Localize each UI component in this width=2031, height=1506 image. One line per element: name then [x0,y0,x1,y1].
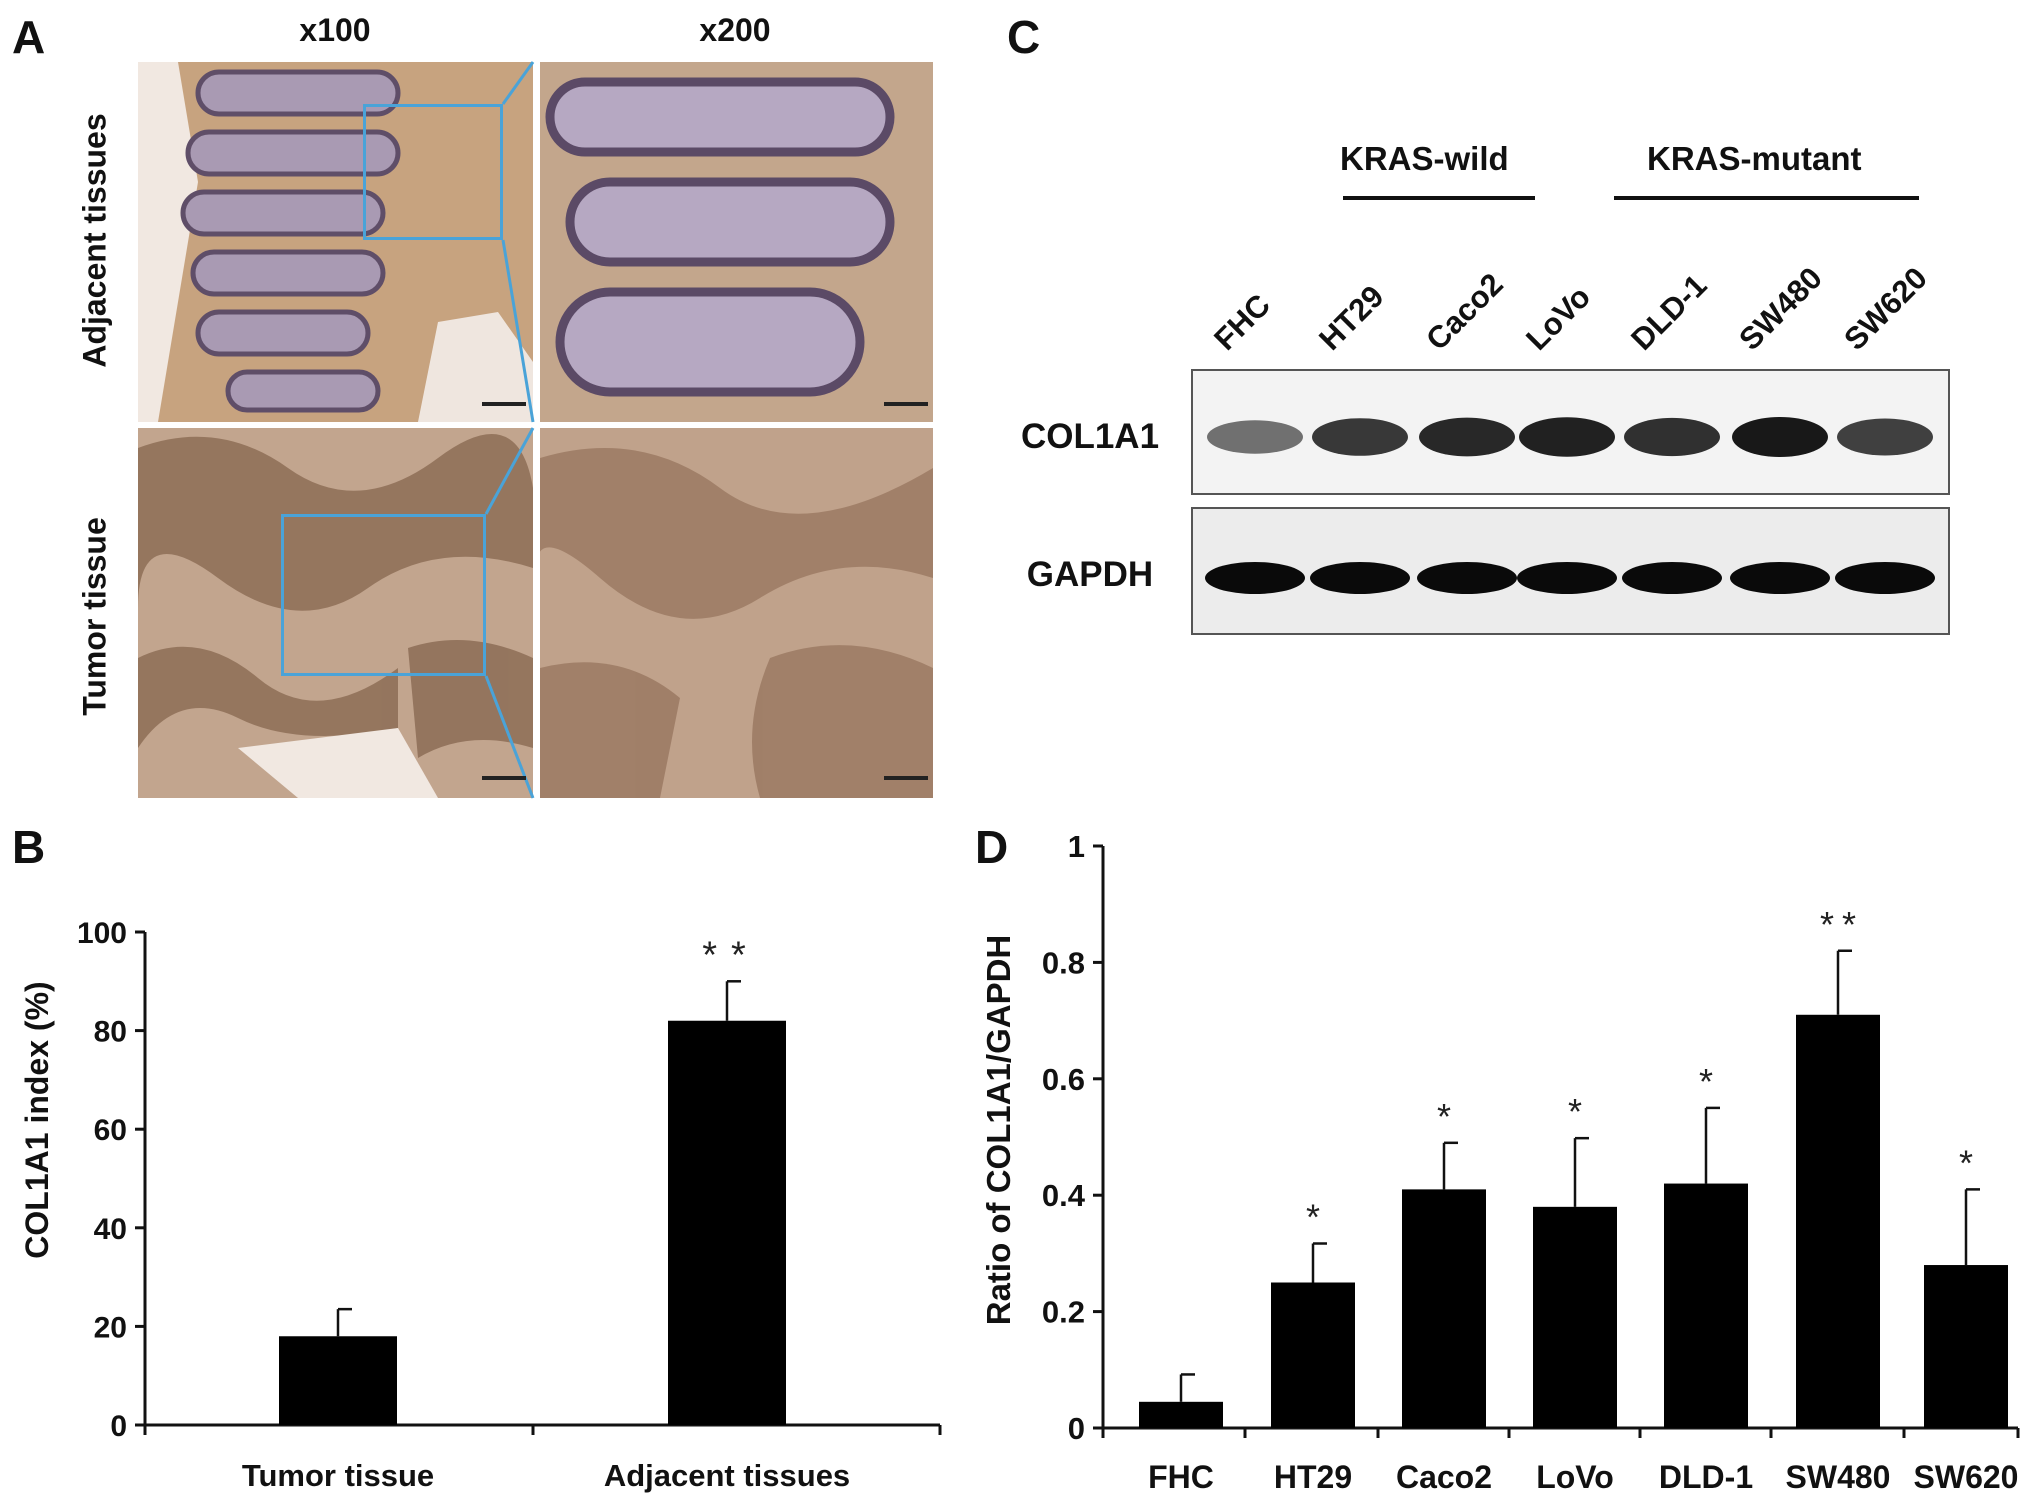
chart-d-category-label: DLD-1 [1659,1459,1753,1495]
scale-bar [482,402,526,406]
chart-d-y-tick-label: 0.6 [1042,1062,1085,1097]
chart-d-significance: * [1959,1142,1981,1183]
blot-label-gapdh: GAPDH [1027,555,1153,594]
chart-d-bar [1402,1189,1486,1428]
magnification-label-x100: x100 [299,12,371,48]
zoom-box-tumor [281,514,486,676]
band-col1a1 [1419,417,1515,457]
chart-b-y-tick-label: 60 [94,1114,127,1147]
zoom-box-adjacent [363,104,503,240]
chart-b-y-tick-label: 20 [94,1311,127,1344]
band-col1a1 [1207,420,1303,454]
chart-d-y-tick-label: 1 [1068,829,1085,864]
band-col1a1 [1312,418,1408,456]
chart-d-significance: * [1699,1061,1721,1102]
chart-d-category-label: SW480 [1786,1459,1891,1495]
chart-d-category-label: Caco2 [1396,1459,1492,1495]
band-col1a1 [1837,418,1933,456]
band-gapdh [1417,562,1517,594]
band-gapdh [1622,562,1722,594]
chart-d-y-tick-label: 0.8 [1042,945,1085,980]
chart-d-significance: * [1568,1091,1590,1132]
micrograph-tumor-x100 [138,428,533,798]
chart-b-y-tick-label: 0 [110,1410,127,1443]
band-col1a1 [1732,417,1828,457]
chart-b-y-tick-label: 80 [94,1016,127,1049]
chart-d-y-tick-label: 0.2 [1042,1295,1085,1330]
chart-d-y-tick-label: 0.4 [1042,1178,1086,1213]
band-gapdh [1730,562,1830,594]
scale-bar [884,402,928,406]
band-gapdh [1517,562,1617,594]
chart-b-significance: ** [702,934,760,976]
chart-b-bar [279,1336,397,1425]
micrograph-adjacent-x100 [138,62,533,422]
chart-d-category-label: HT29 [1274,1459,1352,1495]
scale-bar [482,776,526,780]
band-col1a1 [1624,417,1720,457]
panel-letter-c: C [1007,11,1041,63]
chart-d-bar [1796,1014,1880,1428]
band-gapdh [1835,562,1935,594]
scale-bar [884,776,928,780]
chart-d-category-label: FHC [1148,1459,1214,1495]
band-col1a1 [1519,417,1615,457]
chart-b-category-label: Tumor tissue [242,1458,434,1493]
chart-b-bar [668,1020,786,1425]
chart-b-category-label: Adjacent tissues [604,1458,850,1493]
chart-d-significance: * [1306,1197,1328,1238]
chart-d-category-label: SW620 [1914,1459,2019,1495]
band-gapdh [1205,562,1305,594]
chart-d-significance: ** [1820,904,1864,945]
chart-d-bar [1924,1265,2008,1428]
micrograph-tumor-x200 [540,428,933,798]
chart-d-bar [1139,1401,1223,1428]
chart-b-y-tick-label: 40 [94,1213,127,1246]
chart-d-bar [1271,1282,1355,1428]
group-label-kras-mutant: KRAS-mutant [1647,140,1862,177]
chart-d-category-label: LoVo [1536,1459,1614,1495]
group-line-kras-mutant [1614,196,1919,200]
chart-d-y-tick-label: 0 [1068,1411,1085,1446]
micrograph-adjacent-x200 [540,62,933,422]
band-gapdh [1310,562,1410,594]
chart-d-bar [1664,1183,1748,1428]
group-label-kras-wild: KRAS-wild [1340,140,1509,177]
chart-d-y-axis-label: Ratio of COL1A1/GAPDH [980,935,1017,1326]
chart-d-bar [1533,1206,1617,1428]
panel-letter-d: D [975,821,1009,873]
panel-letter-b: B [12,821,46,873]
panel-letter-a: A [12,11,46,63]
blot-label-col1a1: COL1A1 [1021,417,1159,456]
chart-b-y-tick-label: 100 [77,917,127,950]
group-line-kras-wild [1343,196,1535,200]
magnification-label-x200: x200 [699,12,771,48]
chart-b-y-axis-label: COL1A1 index (%) [19,981,55,1258]
chart-d-significance: * [1437,1096,1459,1137]
